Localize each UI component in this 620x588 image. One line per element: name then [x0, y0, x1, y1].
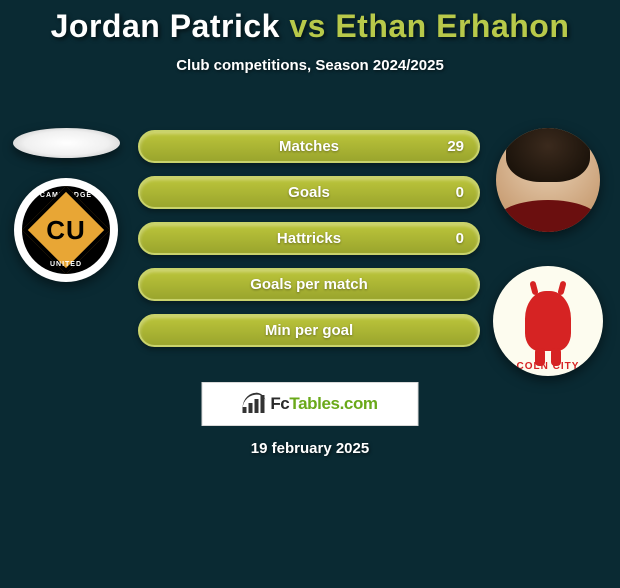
- brand-box[interactable]: FcTables.com: [202, 382, 419, 426]
- brand-pre: Fc: [270, 394, 289, 413]
- brand-text: FcTables.com: [270, 394, 377, 414]
- stat-right-value: 0: [456, 178, 464, 207]
- imp-icon: [525, 291, 571, 351]
- page-title: Jordan Patrick vs Ethan Erhahon: [0, 8, 620, 45]
- stat-pill-list: Matches 29 Goals 0 Hattricks 0 Goals per…: [138, 130, 480, 347]
- stat-pill-goals-per-match: Goals per match: [138, 268, 480, 301]
- subtitle: Club competitions, Season 2024/2025: [0, 57, 620, 74]
- brand-post: Tables.com: [289, 394, 377, 413]
- player2-avatar: [496, 128, 600, 232]
- bar-chart-icon: [242, 395, 264, 413]
- stat-right-value: 0: [456, 224, 464, 253]
- stat-pill-hattricks: Hattricks 0: [138, 222, 480, 255]
- player1-avatar-placeholder: [13, 128, 120, 158]
- club1-name-bottom: UNITED: [50, 261, 82, 268]
- stat-label: Min per goal: [265, 322, 353, 339]
- right-column: COLN CITY: [492, 128, 604, 376]
- club1-abbr: CU: [46, 215, 86, 246]
- stat-label: Matches: [279, 138, 339, 155]
- club2-name: COLN CITY: [517, 361, 580, 372]
- stat-right-value: 29: [447, 132, 464, 161]
- player2-name: Ethan Erhahon: [335, 8, 569, 44]
- stat-pill-goals: Goals 0: [138, 176, 480, 209]
- stat-label: Goals: [288, 184, 330, 201]
- date-label: 19 february 2025: [0, 440, 620, 457]
- left-column: CAMBRIDGE CU UNITED: [6, 128, 126, 282]
- stat-pill-matches: Matches 29: [138, 130, 480, 163]
- stat-pill-min-per-goal: Min per goal: [138, 314, 480, 347]
- player1-name: Jordan Patrick: [51, 8, 280, 44]
- stat-label: Hattricks: [277, 230, 341, 247]
- stat-label: Goals per match: [250, 276, 368, 293]
- vs-label: vs: [289, 8, 326, 44]
- player1-club-badge: CAMBRIDGE CU UNITED: [14, 178, 118, 282]
- player2-club-badge: COLN CITY: [493, 266, 603, 376]
